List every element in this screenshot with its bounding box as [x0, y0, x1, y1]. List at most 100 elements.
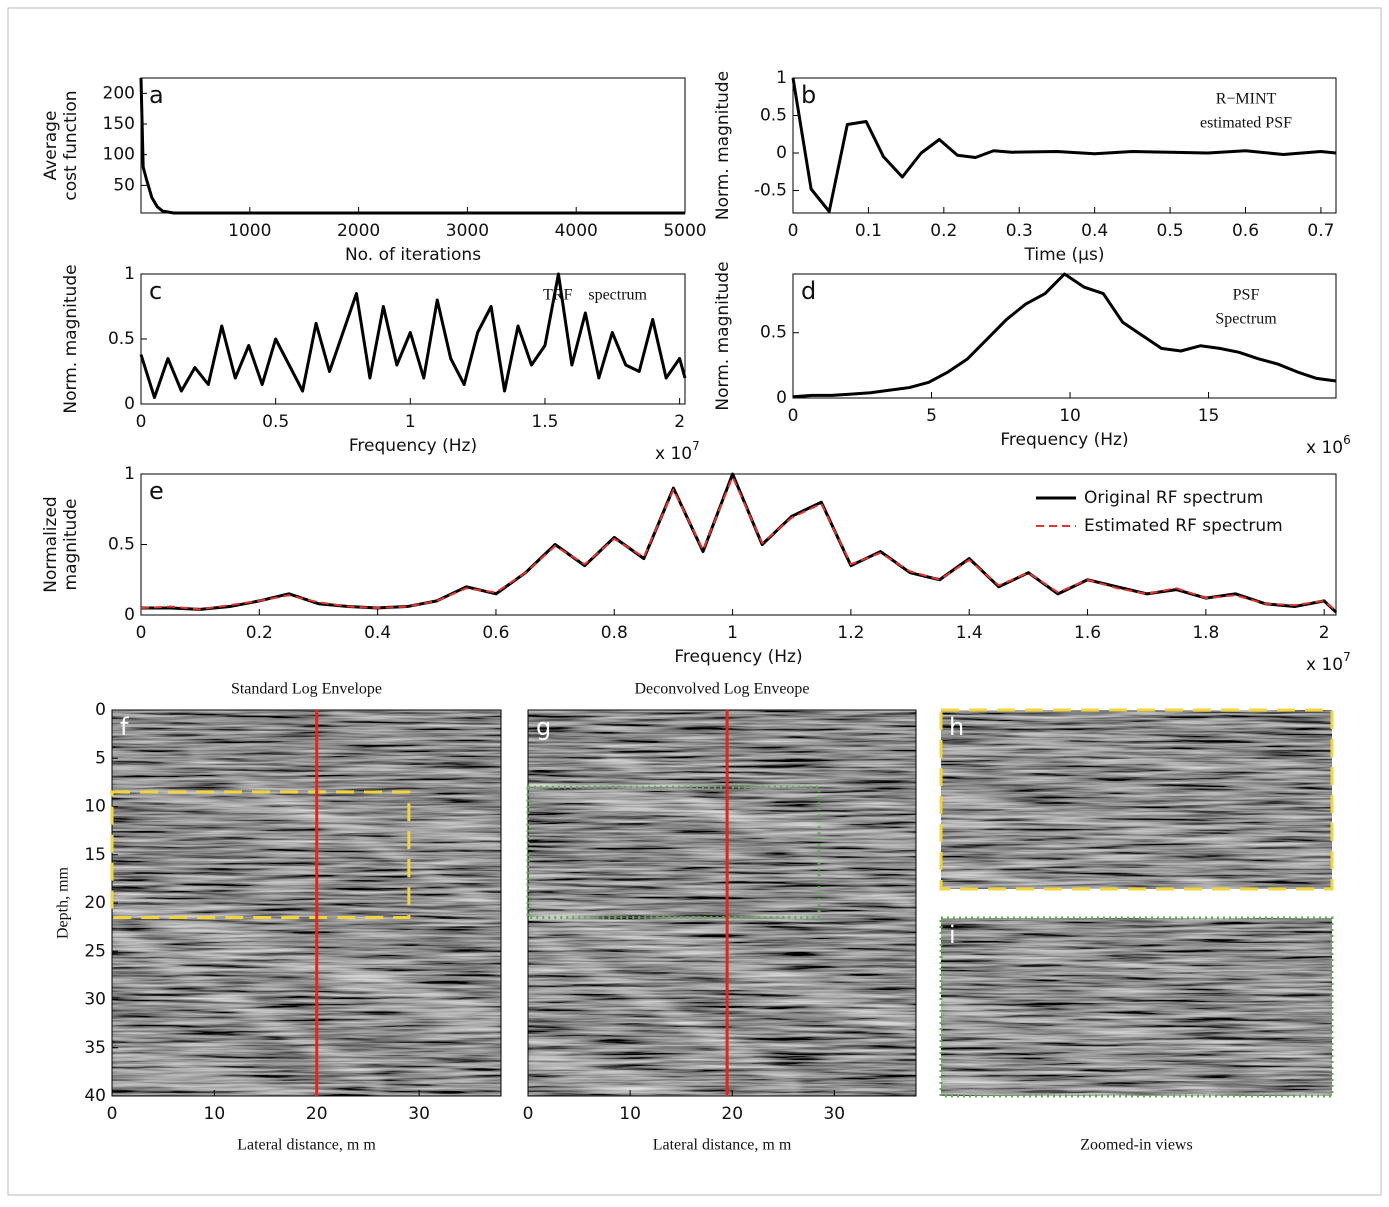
x-tick-label: 2000 — [337, 221, 380, 241]
ultrasound-image — [941, 710, 1332, 903]
x-tick-label: 1.2 — [837, 623, 864, 643]
annotation: estimated PSF — [1200, 115, 1292, 132]
x-axis-label: No. of iterations — [345, 245, 481, 265]
y-tick-label: 150 — [103, 114, 135, 134]
x-tick-label: 2 — [1319, 623, 1330, 643]
y-axis-label: Depth, mm — [55, 866, 72, 939]
y-tick-label: 1 — [124, 464, 135, 484]
data-line — [141, 78, 685, 213]
y-tick-label: 10 — [84, 797, 106, 817]
x-tick-label: 4000 — [555, 221, 598, 241]
x-tick-label: 0.4 — [364, 623, 391, 643]
y-axis-label: Norm. magnitude — [61, 264, 81, 413]
y-tick-label: -0.5 — [754, 181, 787, 201]
plot-frame — [141, 78, 685, 213]
y-axis-label: magnitude — [61, 499, 81, 591]
x-tick-label: 0.2 — [930, 221, 957, 241]
y-tick-label: 30 — [84, 990, 106, 1010]
y-tick-label: 200 — [103, 83, 135, 103]
panel-letter: c — [149, 277, 162, 305]
x-axis-label: Lateral distance, m m — [653, 1137, 792, 1154]
y-tick-label: 0.5 — [760, 323, 787, 343]
x-tick-label: 1.5 — [531, 412, 558, 432]
panel-letter: d — [801, 277, 816, 305]
scale-base: x 10 — [655, 444, 692, 464]
y-tick-label: 50 — [113, 175, 135, 195]
x-scale-multiplier: x 106 — [1306, 433, 1351, 459]
x-tick-label: 1.8 — [1192, 623, 1219, 643]
y-tick-label: 5 — [95, 748, 106, 768]
annotation: Spectrum — [1215, 311, 1277, 328]
x-tick-label: 0.5 — [1157, 221, 1184, 241]
panel-letter: h — [949, 713, 964, 741]
y-axis-label: Average — [41, 111, 61, 181]
panel-letter: e — [149, 477, 164, 505]
y-tick-label: 1 — [776, 68, 787, 88]
x-tick-label: 0 — [136, 623, 147, 643]
y-tick-label: 0 — [776, 388, 787, 408]
y-tick-label: 0.5 — [760, 106, 787, 126]
panel-letter: f — [120, 713, 129, 741]
y-tick-label: 20 — [84, 893, 106, 913]
x-tick-label: 1.4 — [956, 623, 983, 643]
scale-exponent: 6 — [1343, 433, 1351, 447]
y-tick-label: 100 — [103, 145, 135, 165]
scale-exponent: 7 — [1343, 650, 1351, 664]
x-axis-label: Frequency (Hz) — [674, 647, 802, 667]
x-tick-label: 0.7 — [1307, 221, 1334, 241]
x-tick-label: 0.2 — [246, 623, 273, 643]
x-axis-label: Frequency (Hz) — [1000, 430, 1128, 450]
x-tick-label: 20 — [306, 1104, 328, 1124]
scale-base: x 10 — [1306, 438, 1343, 458]
y-tick-label: 35 — [84, 1038, 106, 1058]
y-tick-label: 25 — [84, 941, 106, 961]
y-tick-label: 0.5 — [108, 329, 135, 349]
figure: a1000200030004000500050100150200No. of i… — [0, 0, 1389, 1203]
x-tick-label: 30 — [408, 1104, 430, 1124]
ultrasound-image — [941, 918, 1332, 1110]
panel-title: Standard Log Envelope — [231, 681, 382, 698]
x-tick-label: 0 — [788, 221, 799, 241]
x-tick-label: 3000 — [446, 221, 489, 241]
legend-label: Estimated RF spectrum — [1084, 516, 1283, 536]
x-tick-label: 0.6 — [482, 623, 509, 643]
panel-letter: i — [949, 921, 956, 949]
y-tick-label: 1 — [124, 264, 135, 284]
scale-base: x 10 — [1306, 655, 1343, 675]
x-axis-label: Time (µs) — [1024, 245, 1105, 265]
x-axis-label: Zoomed-in views — [1080, 1137, 1192, 1154]
x-tick-label: 2 — [674, 412, 685, 432]
legend-label: Original RF spectrum — [1084, 488, 1263, 508]
y-tick-label: 0 — [124, 394, 135, 414]
panel-title: Deconvolved Log Enveope — [634, 681, 809, 698]
x-tick-label: 0 — [523, 1104, 534, 1124]
y-tick-label: 40 — [84, 1086, 106, 1106]
y-tick-label: 0 — [776, 143, 787, 163]
y-tick-label: 0.5 — [108, 535, 135, 555]
x-tick-label: 0.3 — [1006, 221, 1033, 241]
x-axis-label: Frequency (Hz) — [349, 436, 477, 456]
y-axis-label: Normalized — [41, 496, 61, 592]
annotation: R−MINT — [1216, 91, 1277, 108]
panel-letter: a — [149, 81, 164, 109]
y-axis-label: cost function — [61, 90, 81, 200]
x-tick-label: 10 — [619, 1104, 641, 1124]
x-tick-label: 1 — [727, 623, 738, 643]
x-tick-label: 0.8 — [601, 623, 628, 643]
x-tick-label: 1 — [405, 412, 416, 432]
x-axis-label: Lateral distance, m m — [237, 1137, 376, 1154]
x-tick-label: 0.1 — [855, 221, 882, 241]
x-scale-multiplier: x 107 — [655, 439, 700, 465]
annotation: PSF — [1233, 287, 1260, 304]
x-tick-label: 20 — [721, 1104, 743, 1124]
x-tick-label: 0 — [107, 1104, 118, 1124]
y-tick-label: 0 — [124, 605, 135, 625]
x-tick-label: 0.6 — [1232, 221, 1259, 241]
annotation: TRF spectrum — [543, 287, 648, 304]
x-tick-label: 0.4 — [1081, 221, 1108, 241]
y-axis-label: Norm. magnitude — [713, 261, 733, 410]
x-tick-label: 0.5 — [262, 412, 289, 432]
y-tick-label: 0 — [95, 700, 106, 720]
x-scale-multiplier: x 107 — [1306, 650, 1351, 676]
x-tick-label: 0 — [136, 412, 147, 432]
